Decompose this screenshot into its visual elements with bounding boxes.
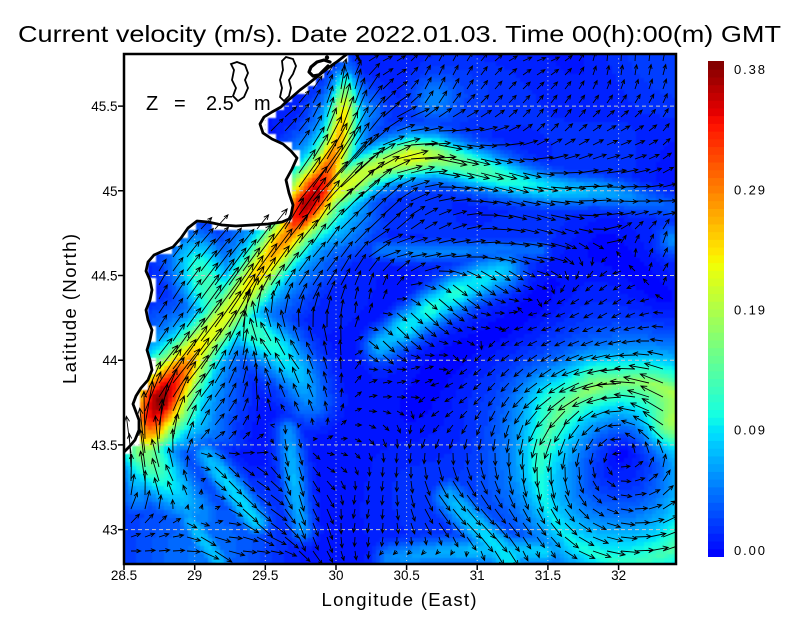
svg-text:29.5: 29.5 [252,568,278,583]
svg-text:Latitude (North): Latitude (North) [59,234,80,384]
svg-text:44: 44 [102,353,118,368]
svg-text:43: 43 [102,523,117,538]
svg-text:Z: Z [146,93,158,115]
svg-text:Current velocity (m/s). Date 2: Current velocity (m/s). Date 2022.01.03.… [18,21,781,47]
svg-text:Longitude (East): Longitude (East) [322,589,477,610]
svg-text:0.09: 0.09 [734,423,765,438]
svg-text:43.5: 43.5 [91,438,117,453]
svg-text:45: 45 [102,184,117,199]
svg-text:30.5: 30.5 [393,568,419,583]
svg-text:=: = [174,93,186,115]
svg-text:0.19: 0.19 [734,303,765,318]
svg-text:31: 31 [470,568,485,583]
svg-text:0.00: 0.00 [734,543,765,558]
svg-text:28.5: 28.5 [111,568,137,583]
svg-text:0.38: 0.38 [734,62,765,77]
svg-text:m: m [254,93,271,115]
svg-text:31.5: 31.5 [535,568,561,583]
svg-text:2.5: 2.5 [206,93,234,115]
svg-text:30: 30 [328,568,343,583]
svg-text:44.5: 44.5 [91,269,117,284]
svg-text:29: 29 [187,568,202,583]
svg-text:32: 32 [611,568,626,583]
svg-text:45.5: 45.5 [91,99,117,114]
svg-text:0.29: 0.29 [734,182,765,197]
